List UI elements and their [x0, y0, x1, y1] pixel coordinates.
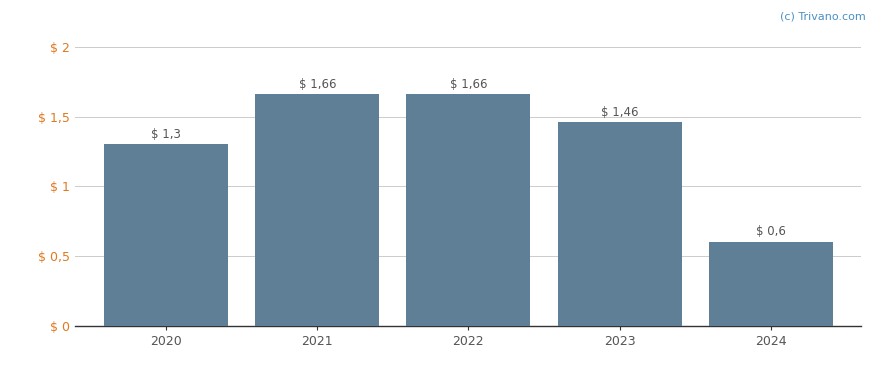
Text: $ 1,66: $ 1,66	[449, 78, 488, 91]
Text: (c) Trivano.com: (c) Trivano.com	[780, 11, 866, 21]
Text: $ 0,6: $ 0,6	[756, 225, 786, 239]
Bar	[558, 122, 681, 326]
Bar	[709, 242, 833, 326]
Text: $ 1,66: $ 1,66	[298, 78, 336, 91]
Bar	[407, 94, 530, 326]
Text: $ 1,3: $ 1,3	[151, 128, 181, 141]
Bar	[256, 94, 379, 326]
Text: $ 1,46: $ 1,46	[601, 105, 638, 119]
Bar	[104, 144, 228, 326]
